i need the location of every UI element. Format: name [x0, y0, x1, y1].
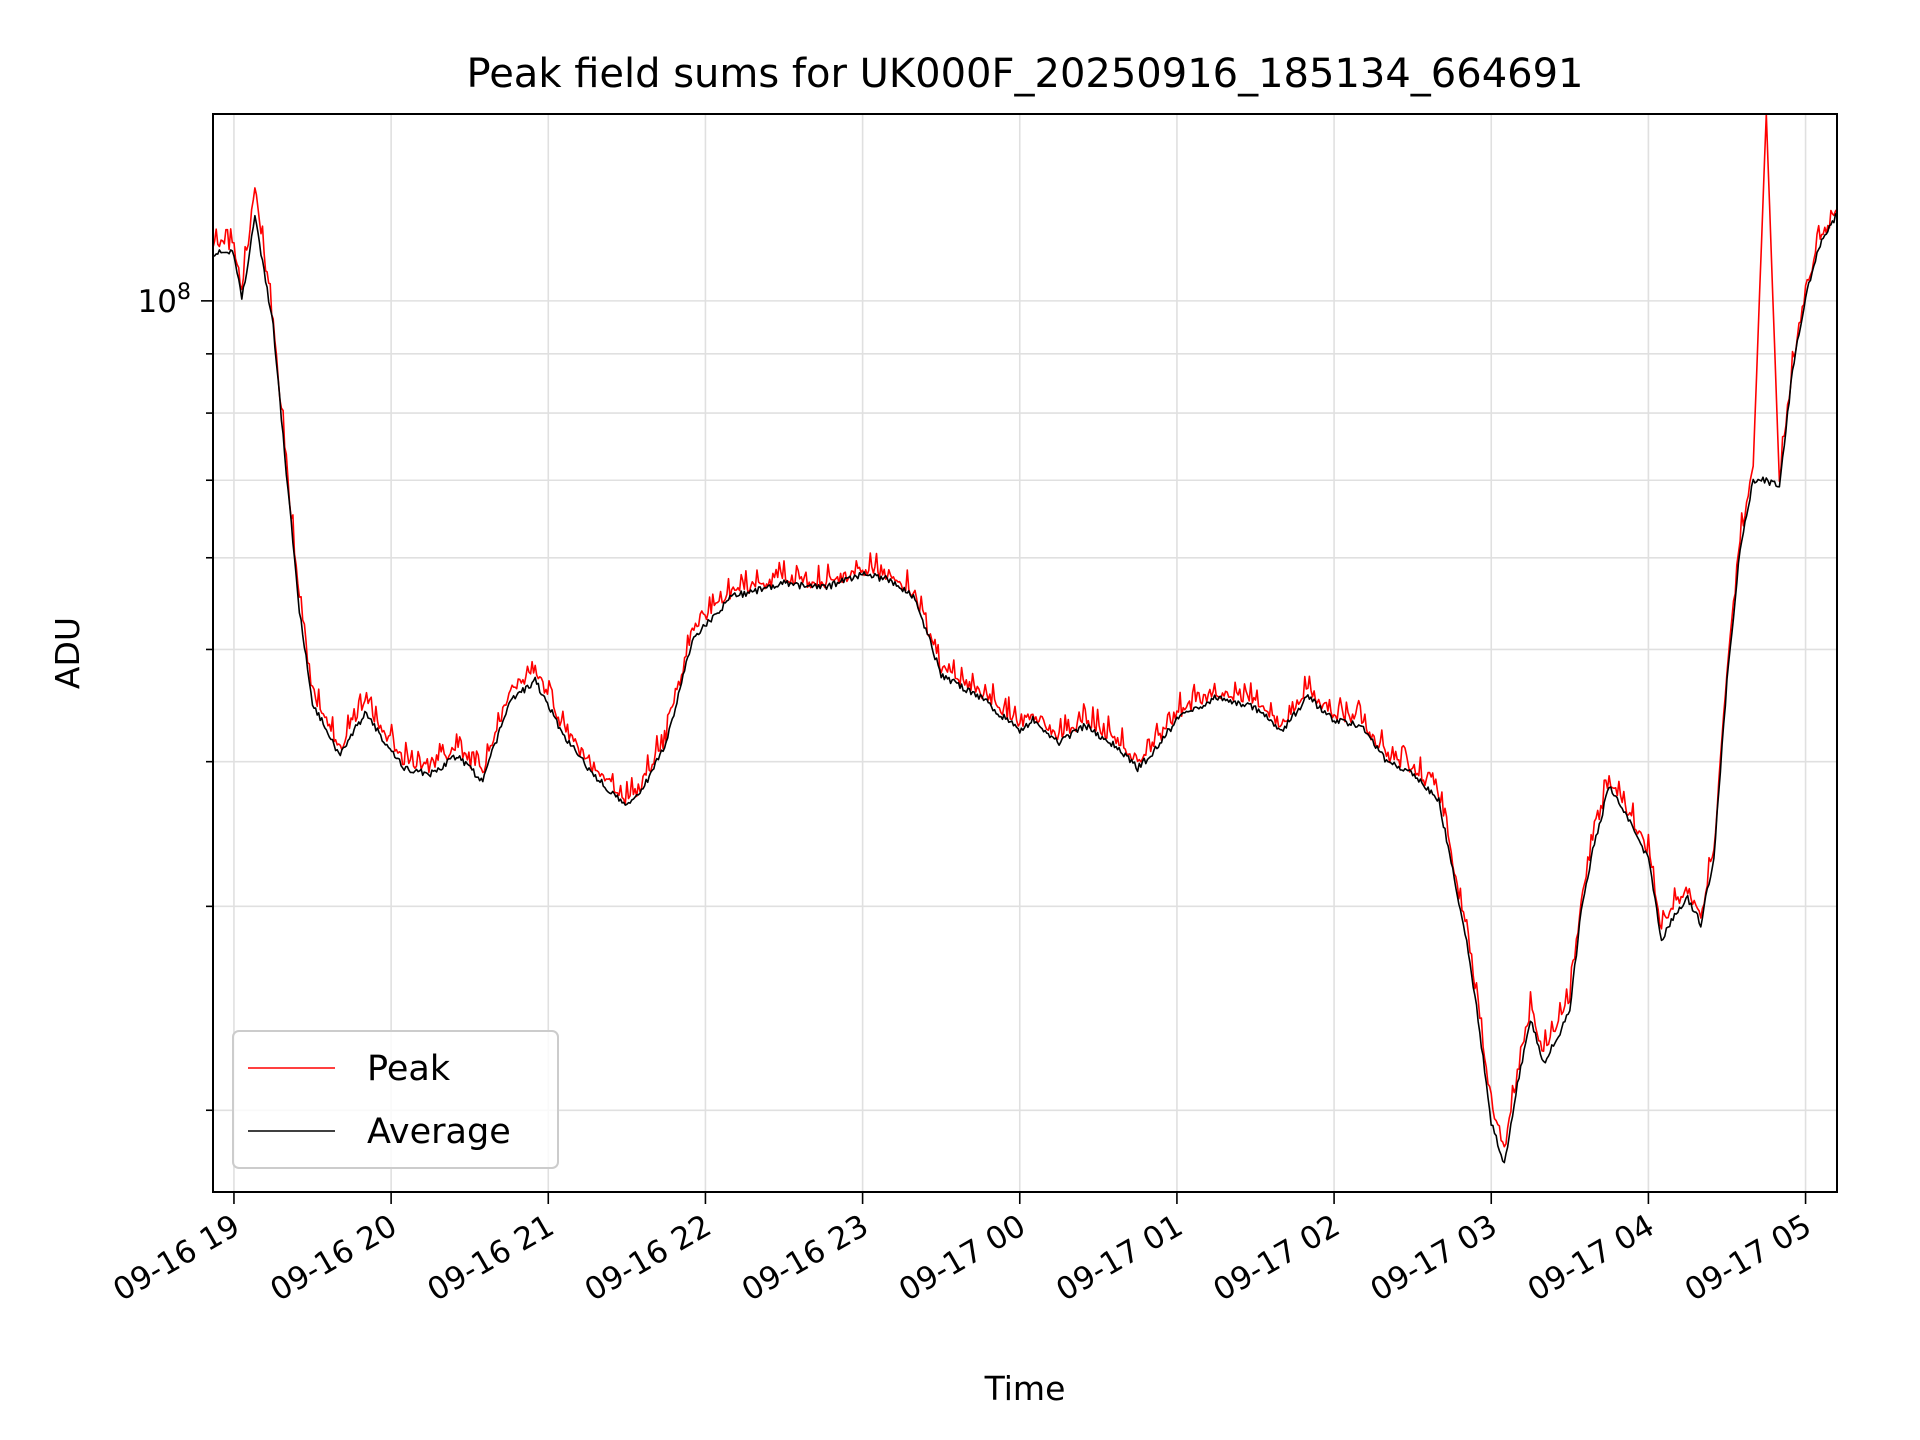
y-tick-label: 108 [138, 280, 191, 320]
legend: Peak Average [232, 1030, 559, 1169]
legend-box [232, 1030, 559, 1169]
series-line-average [213, 212, 1837, 1164]
gridlines [213, 114, 1837, 1192]
legend-label-peak: Peak [367, 1049, 451, 1089]
plot-frame [212, 113, 1838, 1193]
y-axis-label: ADU [48, 617, 87, 689]
plot-lines [213, 114, 1837, 1164]
series-line-peak [213, 114, 1837, 1148]
y-axis-ticks: 108 [138, 280, 213, 1112]
chart-title: Peak field sums for UK000F_20250916_1851… [467, 51, 1584, 97]
legend-label-average: Average [367, 1112, 511, 1152]
x-axis-label: Time [984, 1369, 1066, 1408]
